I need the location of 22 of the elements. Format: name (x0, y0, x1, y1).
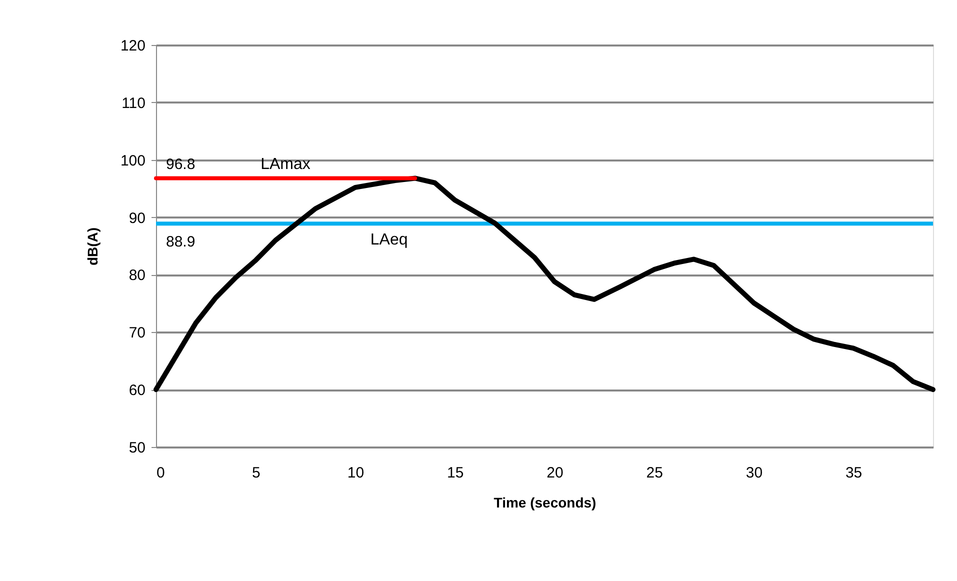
y-tick-label: 70 (128, 324, 146, 342)
x-tick-label: 10 (347, 464, 364, 482)
y-tick-label: 120 (120, 38, 146, 54)
y-tick-label: 50 (128, 440, 146, 456)
x-tick-label: 30 (746, 464, 763, 482)
annotation: 96.8 (166, 156, 196, 174)
x-tick-label: 5 (252, 464, 260, 482)
y-tick-label: 60 (128, 382, 146, 400)
annotation: 88.9 (166, 234, 196, 251)
x-tick-label: 15 (447, 464, 464, 482)
x-tick-label: 0 (156, 464, 165, 482)
y-tick-label: 90 (128, 210, 146, 227)
x-axis-title: Time (seconds) (494, 494, 596, 510)
x-tick-label: 35 (845, 464, 862, 482)
x-tick-label: 25 (646, 464, 663, 482)
y-axis-title: dB(A) (84, 227, 100, 266)
y-tick-label: 100 (120, 152, 146, 170)
ref-line-label: LAeq (370, 232, 408, 249)
series-label: LAmax (260, 156, 310, 174)
x-tick-label: 20 (546, 464, 564, 482)
y-tick-label: 80 (128, 267, 146, 284)
y-tick-label: 110 (122, 94, 146, 112)
